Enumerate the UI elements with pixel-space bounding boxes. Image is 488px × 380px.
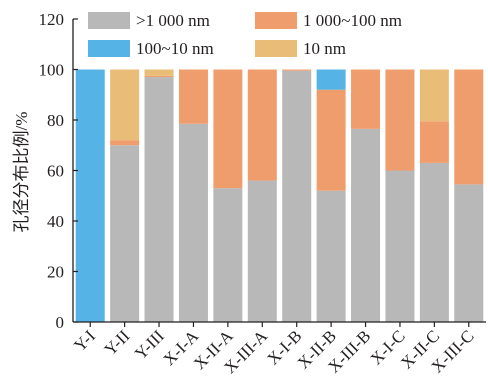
bar-x-ii-c-1-000-nm [419,162,449,322]
bar-x-iii-a-1-000-nm [247,180,277,322]
y-ticks: 0 20 40 60 80 100 120 [39,10,78,332]
x-tick-label-y-ii: Y-II [101,326,134,359]
bar-x-ii-b-100-10-nm [316,69,346,90]
y-tick-label-40: 40 [47,212,64,231]
bar-x-ii-a-1-000-100-nm [213,69,243,189]
bar-x-ii-a-1-000-nm [213,188,243,322]
y-tick-label-0: 0 [56,313,65,332]
y-tick-label-20: 20 [47,263,64,282]
bar-x-ii-b-1-000-100-nm [316,89,346,191]
bar-y-ii-1-000-nm [110,145,140,322]
legend-swatch-100-10-nm [88,40,130,57]
bar-x-iii-c-1-000-100-nm [454,69,484,185]
bar-x-i-c-1-000-100-nm [385,69,415,171]
bar-y-i-100-10-nm [75,69,105,322]
bar-y-ii-10-nm [110,69,140,141]
bar-x-ii-c-1-000-100-nm [419,121,449,163]
y-tick-label-100: 100 [39,61,65,80]
bar-x-iii-a-1-000-100-nm [247,69,277,181]
bar-x-iii-c-1-000-nm [454,184,484,322]
bar-x-i-a-1-000-100-nm [178,69,208,124]
bar-x-ii-b-1-000-nm [316,190,346,322]
bar-x-i-a-1-000-nm [178,123,208,322]
bar-y-iii-1-000-nm [144,77,174,322]
legend-swatch-10-nm [255,40,297,57]
x-ticks: Y-I Y-IIY-IIIX-I-AX-II-AX-III-AX-I-BX-II-… [70,322,478,377]
y-axis-title: 孔径分布比例/% [12,112,31,233]
y-tick-label-60: 60 [47,162,64,181]
bar-y-iii-1-000-100-nm [144,75,174,78]
legend-label-10-nm: 10 nm [303,39,346,58]
legend-label-100-10-nm: 100~10 nm [136,39,214,58]
bar-y-iii-10-nm [144,69,174,76]
legend-label-1-000-100-nm: 1 000~100 nm [303,11,402,30]
legend-label-1-000-nm: >1 000 nm [136,11,210,30]
bar-x-ii-c-10-nm [419,69,449,122]
bar-y-ii-1-000-100-nm [110,140,140,146]
x-tick-label-y-i: Y-I [70,326,99,355]
bar-x-iii-b-1-000-100-nm [351,69,381,129]
legend: >1 000 nm 1 000~100 nm 100~10 nm 10 nm [88,11,402,58]
bar-x-i-c-1-000-nm [385,170,415,322]
y-tick-label-120: 120 [39,10,65,29]
bar-x-i-b-1-000-100-nm [282,69,312,71]
bar-x-iii-b-1-000-nm [351,128,381,322]
bars [75,69,484,322]
legend-swatch-1-000-100-nm [255,12,297,29]
bar-x-i-b-1-000-nm [282,70,312,322]
legend-swatch-1-000-nm [88,12,130,29]
y-tick-label-80: 80 [47,111,64,130]
